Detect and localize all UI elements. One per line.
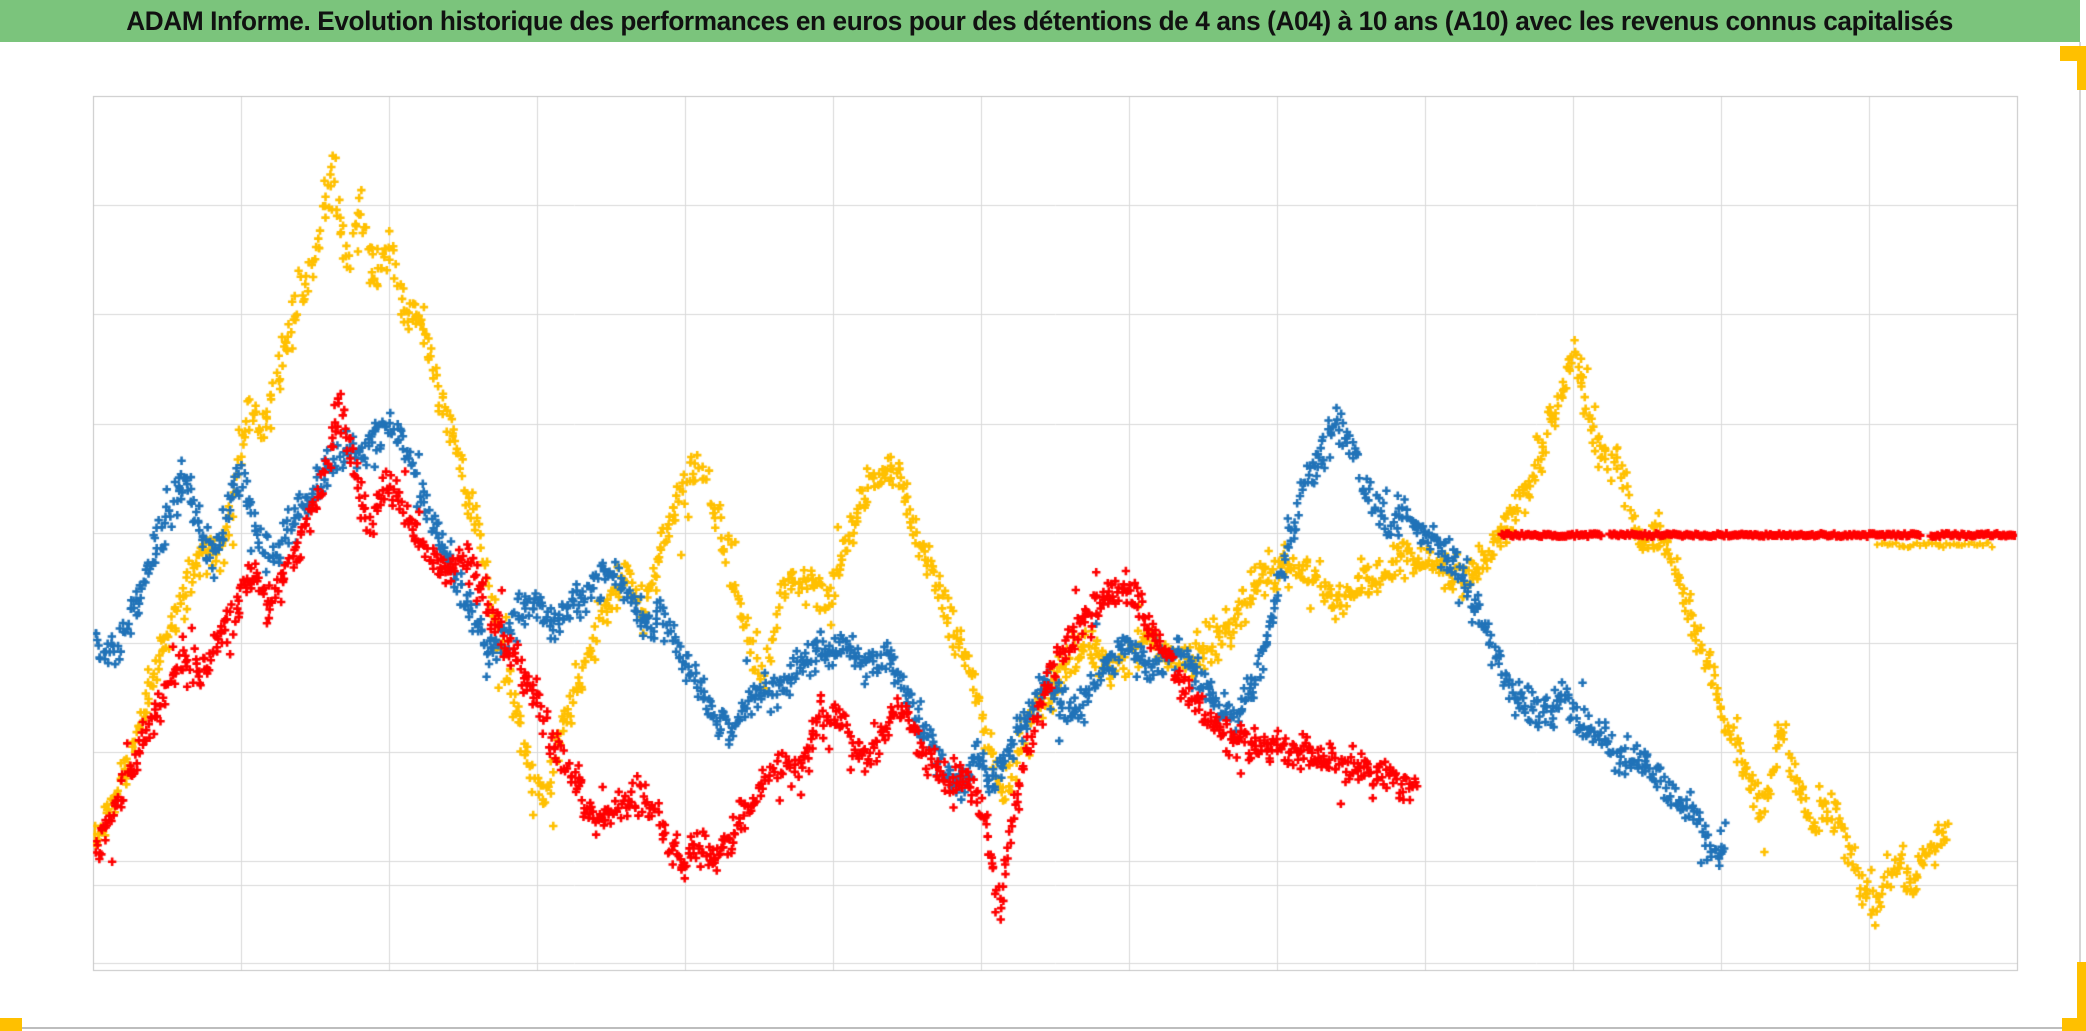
page-title: ADAM Informe. Evolution historique des p…	[126, 6, 1954, 36]
gold-accent-bottom-right-v	[2077, 962, 2086, 1022]
right-edge-line	[2079, 42, 2081, 1031]
gold-accent-bottom-right-h	[2062, 1018, 2086, 1031]
bottom-edge-line	[0, 1027, 2086, 1029]
gold-accent-bottom-left	[0, 1018, 22, 1031]
gold-accent-top-right-v	[2077, 46, 2086, 90]
title-bar: ADAM Informe. Evolution historique des p…	[0, 0, 2080, 42]
